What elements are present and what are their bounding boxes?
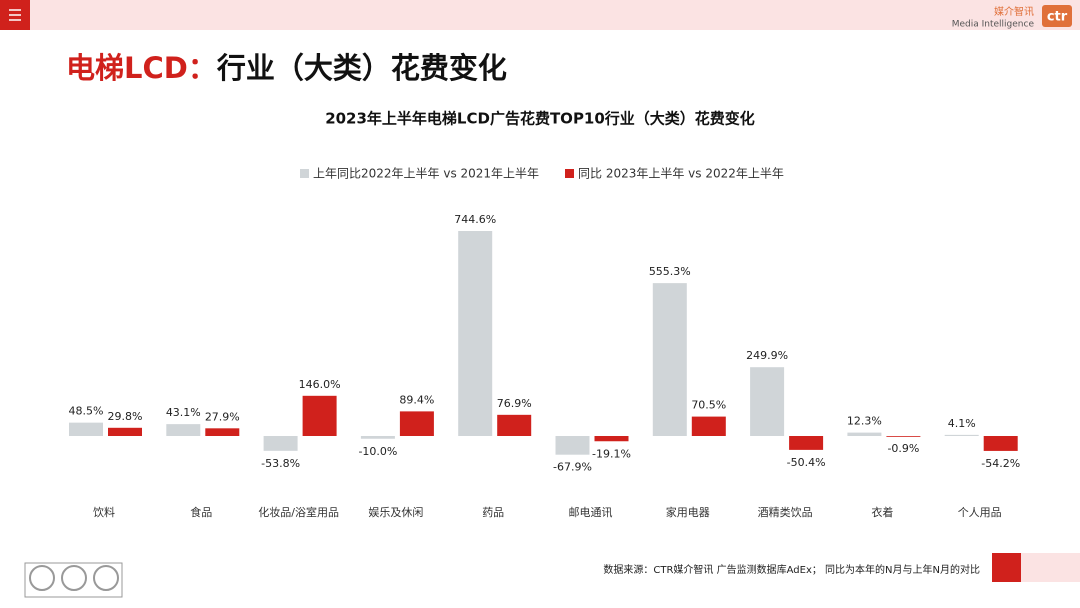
value-label: 4.1% (948, 417, 976, 430)
value-label: 70.5% (691, 399, 726, 412)
value-label: 76.9% (497, 397, 532, 410)
bar (983, 436, 1018, 451)
value-label: 146.0% (299, 378, 341, 391)
bar (555, 436, 590, 455)
logo-en: Media Intelligence (952, 20, 1035, 30)
bar (263, 436, 298, 451)
legend-swatch (565, 169, 574, 178)
menu-icon (9, 9, 21, 21)
value-label: 12.3% (847, 415, 882, 428)
legend-label: 同比 2023年上半年 vs 2022年上半年 (578, 167, 784, 181)
logo-cn: 媒介智讯 (994, 5, 1034, 18)
corner-block (992, 553, 1021, 582)
value-label: 29.8% (108, 410, 143, 423)
x-tick-label: 药品 (482, 506, 504, 519)
value-label: -50.4% (787, 456, 826, 469)
x-tick-label: 衣着 (871, 505, 893, 519)
value-label: -10.0% (358, 445, 397, 458)
x-tick-label: 家用电器 (666, 505, 710, 519)
x-tick-label: 邮电通讯 (569, 506, 613, 519)
bar (652, 283, 687, 436)
value-label: 744.6% (454, 213, 496, 226)
top-bar (0, 0, 1080, 30)
value-label: -53.8% (261, 457, 300, 470)
value-label: 555.3% (649, 265, 691, 278)
legend-swatch (300, 169, 309, 178)
value-label: -0.9% (887, 442, 919, 455)
value-label: 89.4% (399, 393, 434, 406)
x-tick-label: 个人用品 (958, 506, 1002, 519)
chart-title: 2023年上半年电梯LCD广告花费TOP10行业（大类）花费变化 (325, 110, 755, 128)
bar (399, 411, 434, 436)
bar (789, 436, 824, 450)
corner-band (1021, 553, 1080, 582)
bar (594, 436, 629, 442)
x-tick-label: 娱乐及休闲 (368, 505, 423, 519)
value-label: -19.1% (592, 447, 631, 460)
value-label: 27.9% (205, 410, 240, 423)
value-label: 249.9% (746, 349, 788, 362)
slide-title-highlight: 电梯LCD： (66, 51, 217, 85)
value-label: 43.1% (166, 406, 201, 419)
bar (750, 367, 785, 436)
bar (497, 414, 532, 436)
x-tick-label: 食品 (190, 505, 212, 519)
slide-title: 电梯LCD：行业（大类）花费变化 (66, 51, 507, 85)
bar (302, 395, 337, 436)
bar (458, 231, 493, 436)
sgs-logos (24, 562, 123, 598)
bar (108, 427, 142, 436)
bar (166, 424, 201, 436)
bar (205, 428, 240, 436)
plot: 上年同比2022年上半年 vs 2021年上半年 同比 2023年上半年 vs 2… (69, 167, 1021, 520)
legend-label: 上年同比2022年上半年 vs 2021年上半年 (313, 167, 539, 181)
x-tick-label: 饮料 (93, 505, 115, 519)
bar (847, 432, 882, 436)
bar (69, 422, 103, 436)
bar (944, 434, 979, 436)
slide-title-rest: 行业（大类）花费变化 (216, 51, 507, 85)
x-tick-label: 化妆品/浴室用品 (258, 505, 339, 519)
source-note: 数据来源：CTR媒介智讯 广告监测数据库AdEx； 同比为本年的N月与上年N月的… (603, 563, 980, 576)
bar (886, 436, 921, 437)
x-tick-label: 酒精类饮品 (758, 505, 813, 519)
value-label: 48.5% (69, 405, 104, 418)
logo-box (1042, 5, 1072, 27)
bar (691, 416, 726, 436)
value-label: -54.2% (981, 457, 1020, 470)
bar (360, 436, 395, 439)
logo-mark: ctr (1047, 10, 1068, 25)
value-label: -67.9% (553, 461, 592, 474)
